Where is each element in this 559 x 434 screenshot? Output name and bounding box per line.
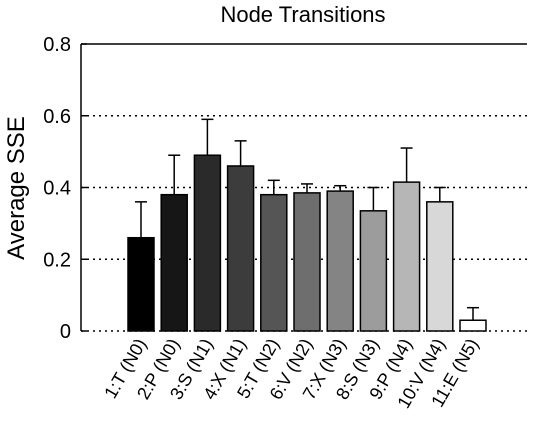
y-tick-label-4: 0.8: [43, 34, 71, 56]
error-bar-10: [433, 186, 446, 202]
bar-3: [193, 154, 222, 332]
bar-10: [426, 201, 454, 332]
axes-group: [80, 43, 527, 332]
y-tick-label-3: 0.6: [43, 106, 71, 128]
error-bar-9: [400, 147, 413, 183]
error-bar-6: [301, 183, 313, 193]
y-tick-label-1: 0.2: [43, 249, 71, 271]
error-bar-8: [367, 186, 380, 211]
y-axis-label: Average SSE: [3, 116, 30, 260]
bar-4: [226, 165, 255, 332]
y-tick-label-2: 0.4: [43, 178, 71, 200]
error-bar-4: [234, 140, 247, 166]
error-bar-1: [135, 201, 147, 238]
y-tick-label-0: 0: [60, 321, 71, 343]
error-bar-3: [201, 118, 214, 156]
bar-5: [260, 193, 288, 332]
bar-9: [392, 181, 421, 332]
bar-8: [359, 210, 388, 332]
chart-title: Node Transitions: [220, 2, 385, 27]
error-bar-2: [168, 154, 181, 195]
bar-1: [127, 236, 155, 332]
error-bar-11: [467, 306, 479, 321]
error-bar-7: [334, 184, 347, 192]
bar-11: [459, 319, 487, 332]
error-bar-5: [267, 179, 280, 195]
bar-2: [160, 193, 188, 332]
bars-group: [127, 118, 487, 332]
bar-7: [326, 190, 354, 332]
bar-6: [293, 192, 321, 332]
